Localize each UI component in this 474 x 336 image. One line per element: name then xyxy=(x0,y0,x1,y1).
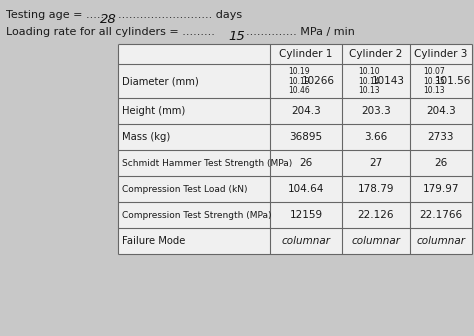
Text: 2733: 2733 xyxy=(428,132,454,142)
Text: Cylinder 2: Cylinder 2 xyxy=(349,49,403,59)
Text: .............. MPa / min: .............. MPa / min xyxy=(246,27,355,37)
Text: 10143: 10143 xyxy=(372,76,404,86)
Text: 28: 28 xyxy=(100,13,117,26)
Text: columnar: columnar xyxy=(417,236,465,246)
Text: 10.46: 10.46 xyxy=(288,86,310,95)
Text: .......................... days: .......................... days xyxy=(118,10,242,20)
Text: 3.66: 3.66 xyxy=(365,132,388,142)
Text: 10.07: 10.07 xyxy=(423,67,445,76)
Text: 10.13: 10.13 xyxy=(423,86,445,95)
Text: 26: 26 xyxy=(300,158,313,168)
Text: 10.14: 10.14 xyxy=(358,77,380,85)
Text: Cylinder 1: Cylinder 1 xyxy=(279,49,333,59)
Text: Diameter (mm): Diameter (mm) xyxy=(122,76,199,86)
Text: Compression Test Strength (MPa): Compression Test Strength (MPa) xyxy=(122,210,272,219)
Text: 178.79: 178.79 xyxy=(358,184,394,194)
Bar xyxy=(118,44,472,254)
Text: 10.35: 10.35 xyxy=(423,77,445,85)
Text: 104.64: 104.64 xyxy=(288,184,324,194)
Text: 203.3: 203.3 xyxy=(361,106,391,116)
Text: Compression Test Load (kN): Compression Test Load (kN) xyxy=(122,184,247,194)
Text: 204.3: 204.3 xyxy=(291,106,321,116)
Text: Schmidt Hammer Test Strength (MPa): Schmidt Hammer Test Strength (MPa) xyxy=(122,159,292,168)
Text: Loading rate for all cylinders = .........: Loading rate for all cylinders = .......… xyxy=(6,27,215,37)
Text: 10266: 10266 xyxy=(301,76,335,86)
Text: Testing age = .....: Testing age = ..... xyxy=(6,10,104,20)
Text: 101.56: 101.56 xyxy=(435,76,471,86)
Text: 204.3: 204.3 xyxy=(426,106,456,116)
Text: Failure Mode: Failure Mode xyxy=(122,236,185,246)
Text: 26: 26 xyxy=(434,158,447,168)
Text: 10.13: 10.13 xyxy=(358,86,380,95)
Text: 179.97: 179.97 xyxy=(423,184,459,194)
Text: Mass (kg): Mass (kg) xyxy=(122,132,170,142)
Text: 15: 15 xyxy=(228,30,245,43)
Text: 22.1766: 22.1766 xyxy=(419,210,463,220)
Text: 10.10: 10.10 xyxy=(358,67,380,76)
Text: 12159: 12159 xyxy=(290,210,323,220)
Text: 27: 27 xyxy=(369,158,383,168)
Text: 22.126: 22.126 xyxy=(358,210,394,220)
Text: Height (mm): Height (mm) xyxy=(122,106,185,116)
Text: 36895: 36895 xyxy=(290,132,323,142)
Text: columnar: columnar xyxy=(282,236,330,246)
Text: Cylinder 3: Cylinder 3 xyxy=(414,49,468,59)
Text: 10.19: 10.19 xyxy=(288,77,310,85)
Text: columnar: columnar xyxy=(352,236,401,246)
Text: 10.19: 10.19 xyxy=(288,67,310,76)
